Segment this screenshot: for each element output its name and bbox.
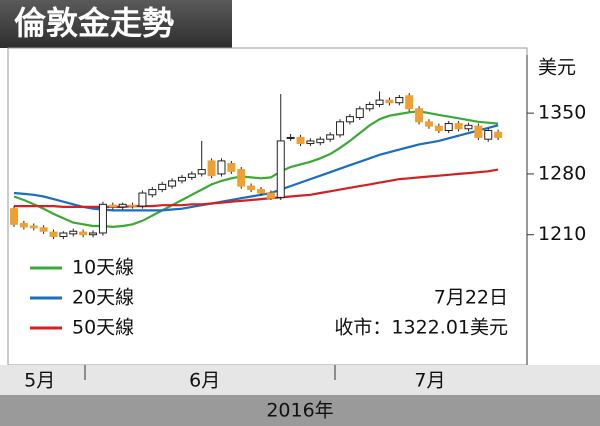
candle-body [454,123,463,130]
candle-body [59,232,68,237]
candle-body [138,192,147,207]
candle-body [10,208,18,225]
candle-body [187,173,196,178]
moving-average-line [13,124,499,212]
candle-body [266,192,275,199]
candle-body [118,203,127,208]
candle-body [29,225,38,229]
candle-body [39,227,48,232]
candle-body [296,136,305,145]
candle-body [168,180,177,187]
candle-body [345,116,354,123]
candle-body [306,140,315,145]
candle-body [405,95,414,110]
candle-body [365,103,374,110]
candle-body [464,124,473,130]
candle-body [484,130,493,140]
candle-body [415,108,424,123]
legend-label: 20天線 [72,287,134,309]
candle-body [276,140,285,198]
footer-bar [0,395,600,426]
title-bar [0,0,232,48]
annotation: 收市：1322.01美元 [334,317,508,339]
annotation: 7月22日 [434,287,508,309]
candle-body [197,169,206,175]
candle-body [227,163,236,172]
candle-body [108,204,117,208]
candle-body [89,232,98,236]
candle-body [375,99,384,105]
candle-body [494,131,503,138]
x-axis-label: 2016年 [266,400,333,422]
legend-label: 50天線 [72,317,134,339]
candle-body [316,138,325,144]
candle-body [474,125,483,138]
candle-body [326,134,335,140]
candle-body [207,160,216,177]
candle-body [148,189,157,196]
candle-body [177,176,186,182]
candle-body [424,121,433,127]
x-tick-label: 6月 [189,370,220,392]
x-tick-label: 7月 [414,370,445,392]
candle-body [434,125,443,132]
y-tick-label: 1280 [538,162,586,184]
candle-body [336,121,345,136]
candle-body [79,231,88,236]
candle-body [247,185,256,191]
candle-body [49,231,58,237]
candle-body [69,230,78,235]
candle-body [158,183,167,191]
chart-title: 倫敦金走勢 [14,4,174,42]
moving-average-line [14,168,499,208]
y-unit: 美元 [538,57,576,79]
legend-label: 10天線 [72,257,134,279]
candle-body [98,203,107,234]
x-axis-band [0,365,600,395]
x-tick-label: 5月 [24,370,55,392]
candle-body [385,99,394,104]
candle-body [257,189,265,194]
candle-body [237,169,246,187]
y-tick-label: 1210 [538,223,586,245]
candle-body [355,108,364,118]
candle-body [286,136,295,139]
candle-body [19,222,28,228]
candle-body [395,97,404,104]
y-tick-label: 1350 [538,102,586,124]
candle-body [128,204,137,207]
candle-body [217,160,226,175]
candle-body [444,123,453,132]
